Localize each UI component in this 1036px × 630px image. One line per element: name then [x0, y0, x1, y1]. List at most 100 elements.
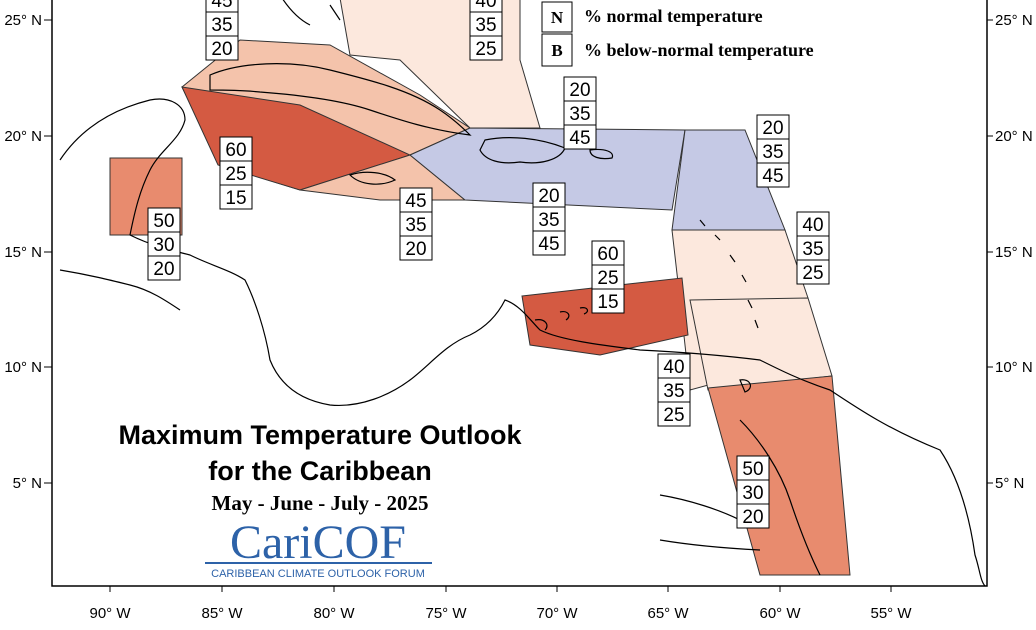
prob-below: 20: [405, 239, 426, 260]
prob-normal: 35: [475, 15, 496, 36]
prob-box-belize: 50 30 20: [147, 207, 181, 281]
prob-cell: [756, 138, 790, 164]
prob-cell: [219, 136, 253, 162]
prob-box-western-cuba-cayman: 60 25 15: [219, 136, 253, 210]
prob-below: 15: [597, 292, 618, 313]
y-axis-left: 25° N 20° N 15° N 10° N 5° N: [4, 12, 52, 492]
x-tick-label: 70° W: [536, 605, 578, 622]
prob-below: 20: [153, 259, 174, 280]
prob-above: 60: [225, 140, 246, 161]
prob-cell: [563, 100, 597, 126]
prob-box-abc-islands: 60 25 15: [591, 240, 625, 314]
probability-boxes: 40 35 25 45 35 20 60 25 15 45 35 20 50 30 20 20 35 45 20 35…: [147, 0, 830, 529]
legend-letter-n: N: [551, 8, 564, 27]
map-title-line2: for the Caribbean: [208, 456, 432, 486]
prob-box-cuba: 45 35 20: [205, 0, 239, 61]
legend-label-n: % normal temperature: [584, 6, 763, 26]
caricof-logo: CariCOF CARIBBEAN CLIMATE OUTLOOK FORUM: [205, 516, 432, 580]
region-hispaniola: [409, 127, 686, 211]
prob-box-jamaica: 45 35 20: [399, 187, 433, 261]
prob-box-guianas: 50 30 20: [736, 455, 770, 529]
prob-cell: [147, 231, 181, 257]
prob-cell: [469, 35, 503, 61]
map-title-line1: Maximum Temperature Outlook: [118, 420, 522, 450]
prob-cell: [219, 160, 253, 186]
prob-cell: [205, 35, 239, 61]
x-tick-label: 75° W: [425, 605, 467, 622]
prob-below: 20: [742, 507, 763, 528]
prob-cell: [736, 503, 770, 529]
prob-normal: 35: [405, 215, 426, 236]
prob-above: 40: [802, 215, 823, 236]
forecast-period: May - June - July - 2025: [212, 491, 429, 515]
prob-normal: 30: [742, 483, 763, 504]
prob-above: 20: [569, 80, 590, 101]
x-tick-label: 85° W: [201, 605, 243, 622]
prob-below: 45: [762, 166, 783, 187]
prob-above: 45: [405, 191, 426, 212]
prob-box-leeward-islands: 20 35 45: [756, 114, 790, 188]
y-tick-label-left: 5° N: [13, 475, 42, 492]
prob-cell: [796, 211, 830, 237]
y-tick-label-left: 20° N: [4, 128, 42, 145]
prob-cell: [147, 255, 181, 281]
forecast-regions: [109, 0, 851, 576]
prob-above: 20: [538, 186, 559, 207]
prob-cell: [563, 76, 597, 102]
x-tick-label: 80° W: [313, 605, 355, 622]
y-tick-label-right: 15° N: [995, 244, 1033, 261]
prob-below: 20: [211, 39, 232, 60]
prob-cell: [756, 162, 790, 188]
prob-cell: [532, 230, 566, 256]
y-tick-label-left: 10° N: [4, 359, 42, 376]
prob-cell: [736, 455, 770, 481]
prob-cell: [591, 264, 625, 290]
prob-box-bahamas: 40 35 25: [469, 0, 503, 61]
prob-below: 25: [475, 39, 496, 60]
prob-cell: [219, 184, 253, 210]
y-tick-label-left: 15° N: [4, 244, 42, 261]
prob-normal: 30: [153, 235, 174, 256]
region-abc-islands: [521, 277, 689, 356]
prob-above: 20: [762, 118, 783, 139]
prob-above: 50: [153, 211, 174, 232]
y-tick-label-right: 5° N: [995, 475, 1024, 492]
prob-normal: 35: [802, 239, 823, 260]
x-tick-label: 65° W: [647, 605, 689, 622]
prob-box-hispaniola-north: 20 35 45: [563, 76, 597, 150]
x-axis: 90° W 85° W 80° W 75° W 70° W 65° W 60° W 55° W: [89, 586, 912, 622]
prob-above: 60: [597, 244, 618, 265]
y-tick-label-right: 25° N: [995, 12, 1033, 29]
prob-cell: [657, 401, 691, 427]
prob-normal: 35: [538, 210, 559, 231]
logo-name: CariCOF: [230, 516, 406, 569]
y-tick-label-right: 10° N: [995, 359, 1033, 376]
prob-normal: 25: [597, 268, 618, 289]
prob-above: 40: [663, 357, 684, 378]
y-tick-label-left: 25° N: [4, 12, 42, 29]
legend: N % normal temperature B % below-normal …: [541, 1, 814, 67]
prob-below: 45: [538, 234, 559, 255]
prob-cell: [591, 240, 625, 266]
prob-box-windward-islands: 40 35 25: [796, 211, 830, 285]
y-tick-label-right: 20° N: [995, 128, 1033, 145]
prob-below: 25: [663, 405, 684, 426]
prob-cell: [796, 259, 830, 285]
prob-above: 50: [742, 459, 763, 480]
y-axis-right: 25° N 20° N 15° N 10° N 5° N: [987, 12, 1033, 492]
coastlines: [59, 0, 986, 587]
prob-above: 45: [211, 0, 232, 12]
prob-cell: [591, 288, 625, 314]
prob-cell: [399, 187, 433, 213]
x-tick-label: 90° W: [89, 605, 131, 622]
prob-cell: [756, 114, 790, 140]
logo-subtitle: CARIBBEAN CLIMATE OUTLOOK FORUM: [211, 568, 425, 580]
prob-normal: 35: [663, 381, 684, 402]
prob-cell: [469, 11, 503, 37]
legend-label-b: % below-normal temperature: [584, 40, 814, 60]
prob-cell: [399, 235, 433, 261]
prob-box-trinidad: 40 35 25: [657, 353, 691, 427]
prob-cell: [796, 235, 830, 261]
prob-cell: [563, 124, 597, 150]
